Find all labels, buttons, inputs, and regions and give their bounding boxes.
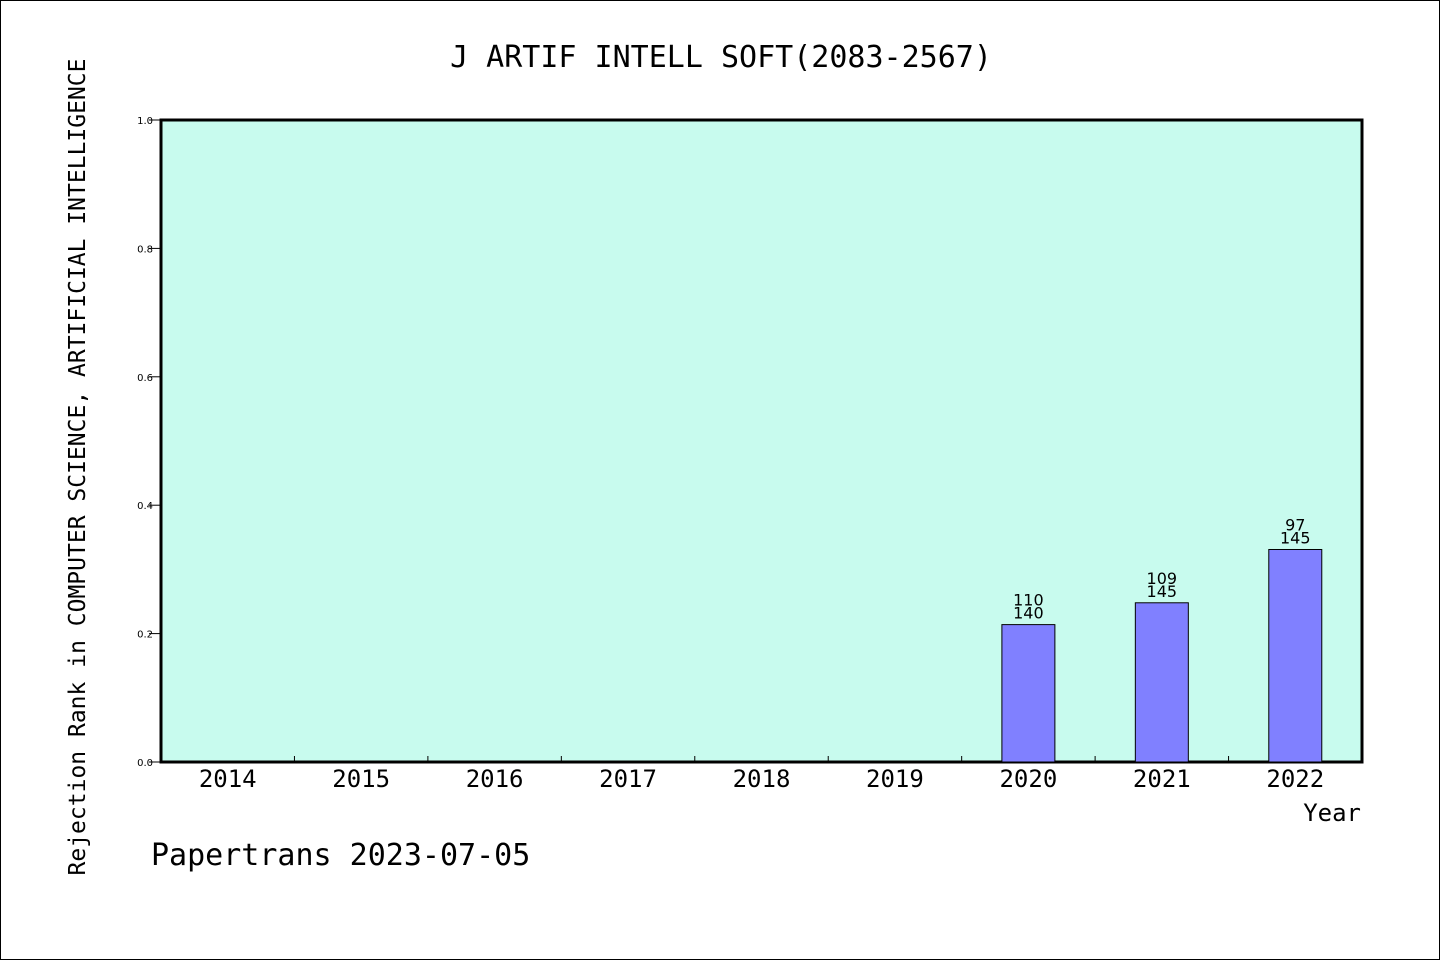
x-tick-label: 2021 [1133,765,1191,793]
x-tick-label: 2019 [866,765,924,793]
y-axis-label: Rejection Rank in COMPUTER SCIENCE, ARTI… [65,59,91,876]
bar-2021 [1134,602,1189,763]
x-axis: 2014 2015 2016 2017 2018 2019 2020 2021 2022 [199,756,1324,793]
bar-2022 [1268,548,1323,763]
y-tick-label: 0.6 [137,373,153,384]
x-tick-label: 2016 [466,765,524,793]
bar-total-label: 145 [1147,582,1178,601]
footer-credit: Papertrans 2023-07-05 [151,838,530,873]
y-tick-label: 0.4 [137,501,153,512]
y-tick-label: 1.0 [137,116,153,127]
x-tick-label: 2020 [999,765,1057,793]
x-tick-label: 2017 [599,765,657,793]
y-tick-label: 0.2 [137,630,153,641]
bar-total-label: 145 [1280,528,1311,547]
x-tick-label: 2018 [733,765,791,793]
bar-rank-label: 110 [1013,591,1044,610]
bar-rank-label: 97 [1285,515,1305,534]
x-tick-label: 2015 [332,765,390,793]
y-tick-label: 0.8 [137,244,153,255]
x-tick-label: 2014 [199,765,257,793]
bar-rank-label: 109 [1147,569,1178,588]
y-axis: 0.0 0.2 0.4 0.6 0.8 1.0 [137,116,161,769]
y-tick-label: 0.0 [137,758,153,769]
x-axis-label: Year [1303,799,1361,827]
chart-title: J ARTIF INTELL SOFT(2083-2567) [450,40,992,75]
bar-2020 [1001,624,1056,763]
bar-total-label: 140 [1013,604,1044,623]
x-tick-label: 2022 [1266,765,1324,793]
